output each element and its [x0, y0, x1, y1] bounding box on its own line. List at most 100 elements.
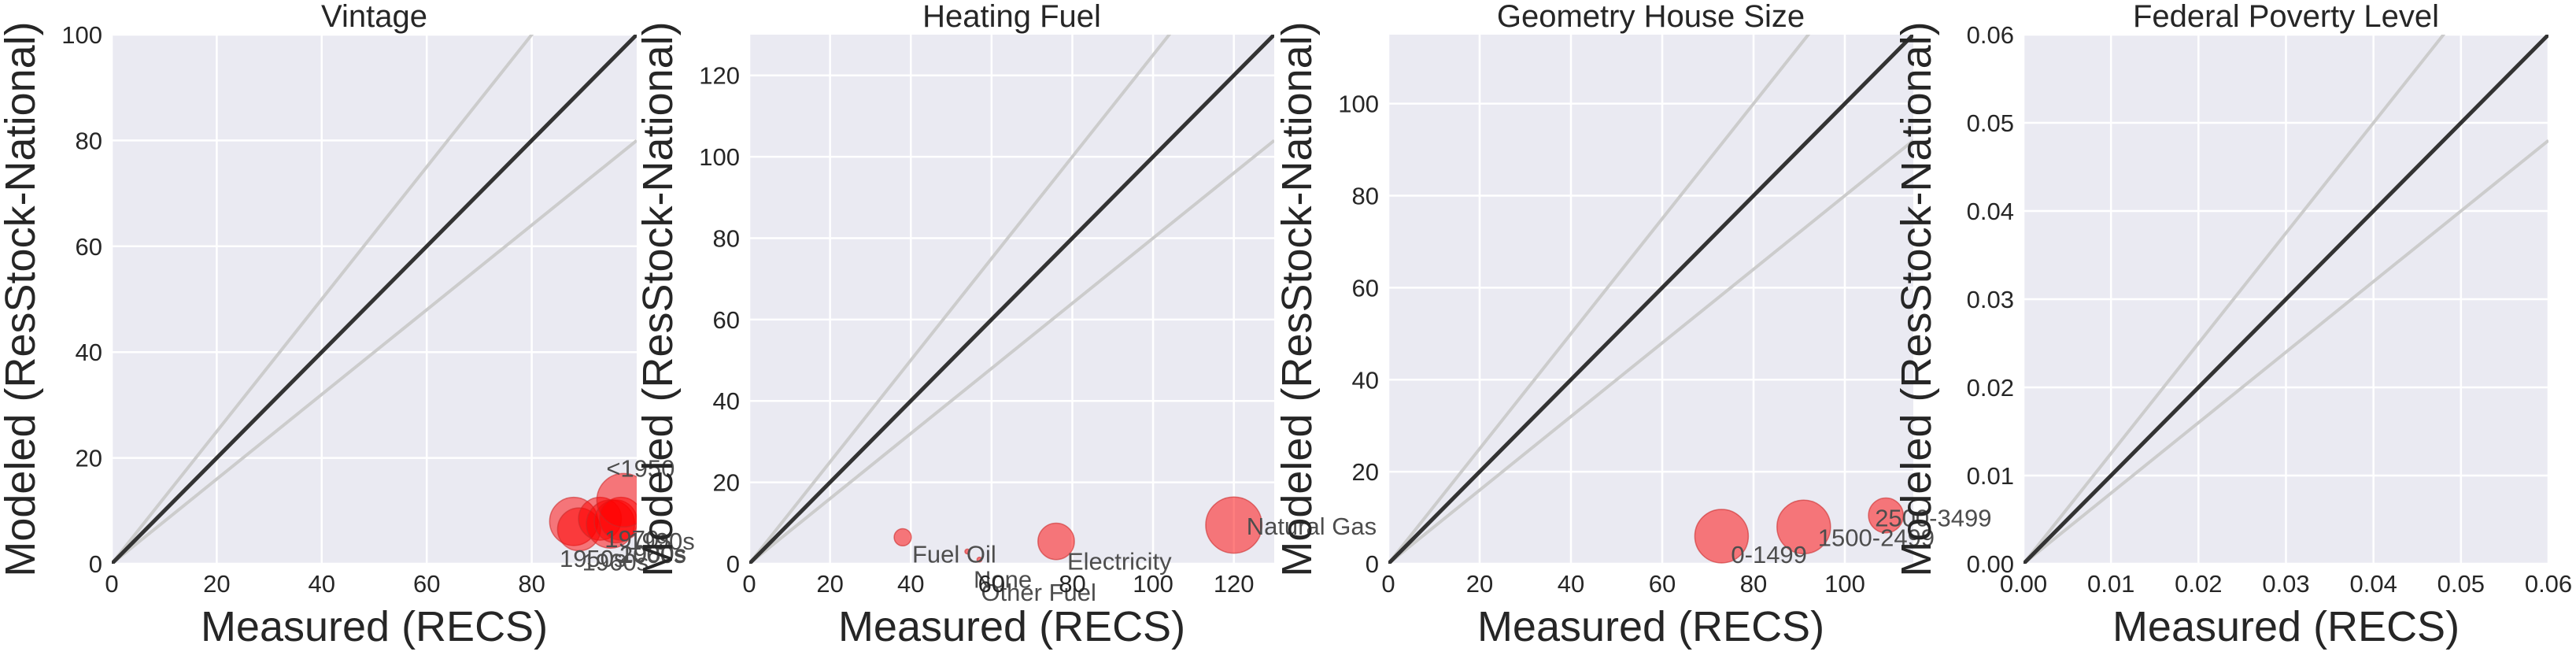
point-label: <1950 [606, 454, 674, 482]
y-tick-label: 0.06 [1967, 21, 2014, 49]
y-tick-label: 120 [699, 62, 740, 90]
data-point [1694, 509, 1750, 564]
x-tick-label: 0.05 [2437, 570, 2485, 598]
data-point [893, 528, 912, 547]
y-tick-label: 40 [1352, 366, 1379, 394]
y-tick-label: 0 [89, 550, 102, 578]
chart-title: Heating Fuel [922, 0, 1101, 34]
y-tick-label: 0 [726, 550, 740, 578]
point-label: 2500-3499 [1875, 505, 1991, 532]
y-tick-label: 100 [61, 21, 102, 49]
point-label: 1980s [620, 540, 686, 568]
data-point [1868, 497, 1905, 534]
y-tick-label: 80 [76, 127, 102, 154]
x-tick-label: 40 [897, 570, 924, 598]
y-tick-label: 0.03 [1967, 286, 2014, 313]
data-point [976, 557, 983, 563]
x-tick-label: 100 [1133, 570, 1173, 598]
panel-federal-poverty-level: 0.00 0.01 0.02 0.03 0.04 0.05 0.06 0.00 0.01 0.02… [1893, 0, 2572, 650]
x-tick-label: 80 [518, 570, 545, 598]
y-tick-label: 0 [1366, 550, 1379, 578]
y-tick-label: 60 [713, 306, 740, 334]
x-tick-label: 0.01 [2087, 570, 2134, 598]
data-point [1037, 522, 1075, 561]
data-point [1205, 496, 1263, 554]
point-label: 0-1499 [1731, 541, 1807, 568]
point-label: Electricity [1067, 548, 1172, 576]
point-label: 1950s [560, 545, 626, 572]
x-tick-label: 20 [203, 570, 230, 598]
y-tick-label: 0.04 [1967, 198, 2014, 225]
y-tick-label: 0.02 [1967, 374, 2014, 402]
y-tick-label: 60 [1352, 274, 1379, 302]
x-tick-label: 120 [1214, 570, 1255, 598]
plot-content [1388, 35, 1913, 564]
upper-band-line [1388, 35, 1811, 564]
x-tick-label: 40 [309, 570, 335, 598]
y-tick-label: 100 [1338, 91, 1379, 118]
data-point [596, 472, 637, 528]
data-point [1776, 499, 1831, 555]
plot-content [749, 35, 1274, 564]
identity-line [1388, 35, 1913, 564]
y-tick-label: 20 [76, 445, 102, 472]
x-tick-label: 0.03 [2262, 570, 2309, 598]
x-tick-label: 0 [742, 570, 756, 598]
y-axis-label: Modeled (ResStock-National) [634, 21, 682, 576]
identity-line [112, 35, 637, 564]
x-tick-label: 80 [1059, 570, 1085, 598]
y-tick-label: 100 [699, 143, 740, 171]
y-tick-label: 60 [76, 233, 102, 261]
y-tick-label: 20 [713, 469, 740, 497]
x-tick-label: 0 [1381, 570, 1395, 598]
point-label: 1990s [628, 528, 694, 555]
y-tick-label: 0.05 [1967, 109, 2014, 137]
y-tick-label: 40 [713, 387, 740, 415]
x-tick-label: 0.06 [2525, 570, 2572, 598]
x-axis-label: Measured (RECS) [201, 603, 548, 650]
identity-line [749, 35, 1274, 564]
x-tick-label: 0.04 [2349, 570, 2397, 598]
identity-line [2023, 35, 2548, 564]
point-label: None [974, 565, 1032, 593]
chart-title: Geometry House Size [1497, 0, 1805, 34]
point-label: 2000s [619, 541, 686, 568]
lower-band-line [1388, 139, 1913, 564]
x-tick-label: 80 [1740, 570, 1767, 598]
x-axis-label: Measured (RECS) [1477, 603, 1824, 650]
y-tick-label: 40 [76, 339, 102, 366]
y-tick-label: 80 [713, 224, 740, 252]
y-tick-label: 0.01 [1967, 462, 2014, 490]
upper-band-line [2023, 35, 2446, 564]
y-axis-label: Modeled (ResStock-National) [1893, 21, 1940, 576]
x-axis-label: Measured (RECS) [2112, 603, 2460, 650]
upper-band-line [749, 35, 1172, 564]
y-axis-label: Modeled (ResStock-National) [0, 21, 44, 576]
x-tick-label: 20 [816, 570, 843, 598]
data-point [964, 548, 970, 555]
chart-title: Federal Poverty Level [2133, 0, 2439, 34]
x-axis-label: Measured (RECS) [838, 603, 1185, 650]
x-tick-label: 60 [978, 570, 1005, 598]
y-tick-label: 80 [1352, 183, 1379, 210]
point-label: 1970s [604, 525, 671, 553]
plot-content [2023, 35, 2548, 564]
lower-band-line [749, 139, 1274, 564]
x-tick-label: 20 [1466, 570, 1493, 598]
x-tick-label: 40 [1558, 570, 1584, 598]
point-label: Other Fuel [981, 579, 1096, 606]
x-tick-label: 60 [413, 570, 440, 598]
lower-band-line [112, 139, 637, 564]
point-label: 1960s [582, 548, 649, 576]
x-tick-label: 60 [1649, 570, 1676, 598]
plot-content [112, 35, 637, 564]
y-tick-label: 20 [1352, 458, 1379, 486]
point-label: Fuel Oil [912, 540, 996, 568]
x-tick-label: 0.02 [2175, 570, 2222, 598]
x-tick-label: 0.00 [2000, 570, 2047, 598]
x-tick-label: 0 [105, 570, 118, 598]
